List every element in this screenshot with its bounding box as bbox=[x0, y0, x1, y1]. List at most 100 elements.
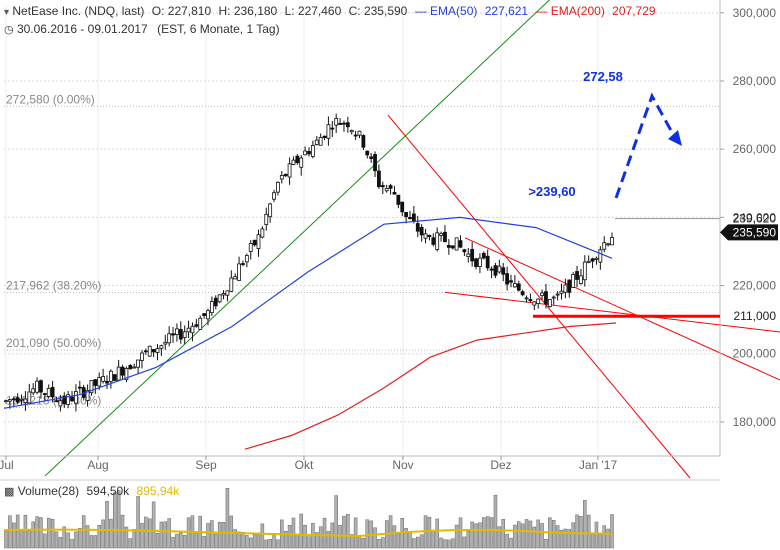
candle-body bbox=[128, 365, 133, 370]
candle-body bbox=[497, 265, 502, 273]
volume-bar bbox=[140, 523, 144, 549]
candle-body bbox=[272, 192, 276, 200]
candle-body bbox=[544, 291, 548, 305]
candle-body bbox=[505, 273, 510, 285]
candle-body bbox=[54, 400, 59, 403]
candle-body bbox=[66, 394, 71, 405]
candle-body bbox=[105, 380, 109, 384]
volume-bar bbox=[583, 500, 587, 549]
volume-bar bbox=[175, 533, 179, 549]
candle-body bbox=[388, 185, 393, 189]
volume-bar bbox=[416, 536, 420, 549]
candle-body bbox=[540, 292, 544, 296]
volume-bar bbox=[155, 533, 160, 549]
volume-bar bbox=[147, 518, 152, 549]
volume-bar bbox=[62, 526, 67, 549]
volume-bar bbox=[54, 531, 59, 549]
volume-bar bbox=[590, 533, 595, 549]
volume-bar bbox=[474, 523, 478, 549]
candle-body bbox=[384, 188, 389, 192]
candle-body bbox=[345, 122, 350, 128]
target-label: 272,58 bbox=[583, 69, 623, 84]
annotations: 272,58 >239,60 bbox=[528, 69, 682, 199]
volume-bar bbox=[544, 538, 548, 549]
volume-bar bbox=[307, 536, 311, 549]
candle-body bbox=[70, 396, 74, 402]
support-label: 211,000 bbox=[734, 309, 777, 323]
candle-body bbox=[512, 283, 517, 288]
volume-bar bbox=[443, 539, 447, 549]
candle-body bbox=[400, 201, 405, 213]
volume-bar bbox=[447, 539, 451, 549]
candle-body bbox=[330, 127, 335, 130]
candle-body bbox=[159, 345, 164, 349]
trendline-red-down bbox=[387, 114, 691, 479]
volume-bar bbox=[559, 529, 564, 549]
trendline-green bbox=[44, 0, 551, 477]
menu-icon[interactable]: ▾ bbox=[4, 7, 10, 18]
volume-bar bbox=[419, 534, 424, 549]
volume-bar bbox=[532, 526, 537, 549]
volume-bar bbox=[489, 517, 494, 549]
y-axis: 180,000 200,000 220,000 240,000 260,000 280,0… bbox=[719, 0, 777, 456]
volume-bar bbox=[144, 516, 148, 549]
candle-body bbox=[15, 397, 20, 403]
trendline-red-lower bbox=[444, 291, 780, 333]
volume-bar bbox=[120, 514, 125, 549]
candle-body bbox=[155, 348, 160, 353]
volume-bar bbox=[462, 536, 467, 549]
candle-body bbox=[357, 130, 362, 136]
candle-body bbox=[31, 388, 36, 394]
trendline-red-upper bbox=[464, 237, 780, 381]
volume-bar bbox=[303, 524, 307, 549]
candle-body bbox=[520, 291, 525, 296]
ema50-legend: — EMA(50) 227,621 bbox=[415, 4, 532, 18]
candle-body bbox=[458, 240, 463, 248]
candle-body bbox=[509, 280, 513, 283]
volume-bar bbox=[571, 522, 575, 549]
volume-bar bbox=[606, 528, 610, 549]
volume-bar bbox=[551, 520, 556, 549]
candle-body bbox=[369, 156, 374, 159]
candle-body bbox=[338, 123, 342, 125]
volume-bar bbox=[517, 521, 521, 549]
date-range: 30.06.2016 - 09.01.2017 bbox=[16, 22, 148, 36]
volume-bar bbox=[427, 516, 432, 549]
volume-bar bbox=[450, 538, 455, 549]
candle-body bbox=[446, 245, 451, 248]
candle-body bbox=[147, 345, 152, 357]
candle-body bbox=[19, 398, 24, 401]
volume-bar bbox=[295, 535, 300, 549]
volume-bar bbox=[381, 537, 385, 549]
candle-body bbox=[404, 212, 409, 218]
x-tick-label: Okt bbox=[295, 458, 314, 472]
volume-bar bbox=[575, 514, 579, 549]
volume-bar bbox=[248, 537, 253, 549]
candle-body bbox=[536, 298, 541, 305]
volume-bar bbox=[439, 537, 443, 549]
candle-body bbox=[427, 234, 432, 237]
candle-body bbox=[108, 370, 113, 382]
volume-bar bbox=[501, 519, 505, 549]
volume-bar bbox=[206, 523, 210, 549]
candle-body bbox=[27, 391, 32, 404]
candle-body bbox=[190, 325, 195, 334]
volume-bar bbox=[361, 537, 366, 549]
y-tick-label: 220,000 bbox=[733, 279, 777, 293]
volume-bar bbox=[555, 525, 560, 549]
last-price-label: 235,590 bbox=[733, 225, 777, 239]
volume-bar bbox=[520, 523, 525, 549]
ema50-swatch: — bbox=[414, 4, 427, 18]
volume-bar bbox=[353, 517, 358, 549]
y-tick-label: 180,000 bbox=[733, 415, 777, 429]
volume-bar bbox=[97, 525, 101, 549]
fib-level-label: 272,580 (0.00%) bbox=[6, 92, 95, 106]
candle-body bbox=[380, 185, 385, 188]
candle-body bbox=[186, 327, 191, 333]
volume-bar bbox=[408, 532, 412, 549]
volume-bar bbox=[194, 533, 199, 549]
volume-label: Volume(28) bbox=[17, 484, 80, 498]
volume-bar bbox=[12, 522, 16, 549]
candle-body bbox=[342, 122, 346, 125]
x-tick-label: Sep bbox=[195, 458, 217, 472]
